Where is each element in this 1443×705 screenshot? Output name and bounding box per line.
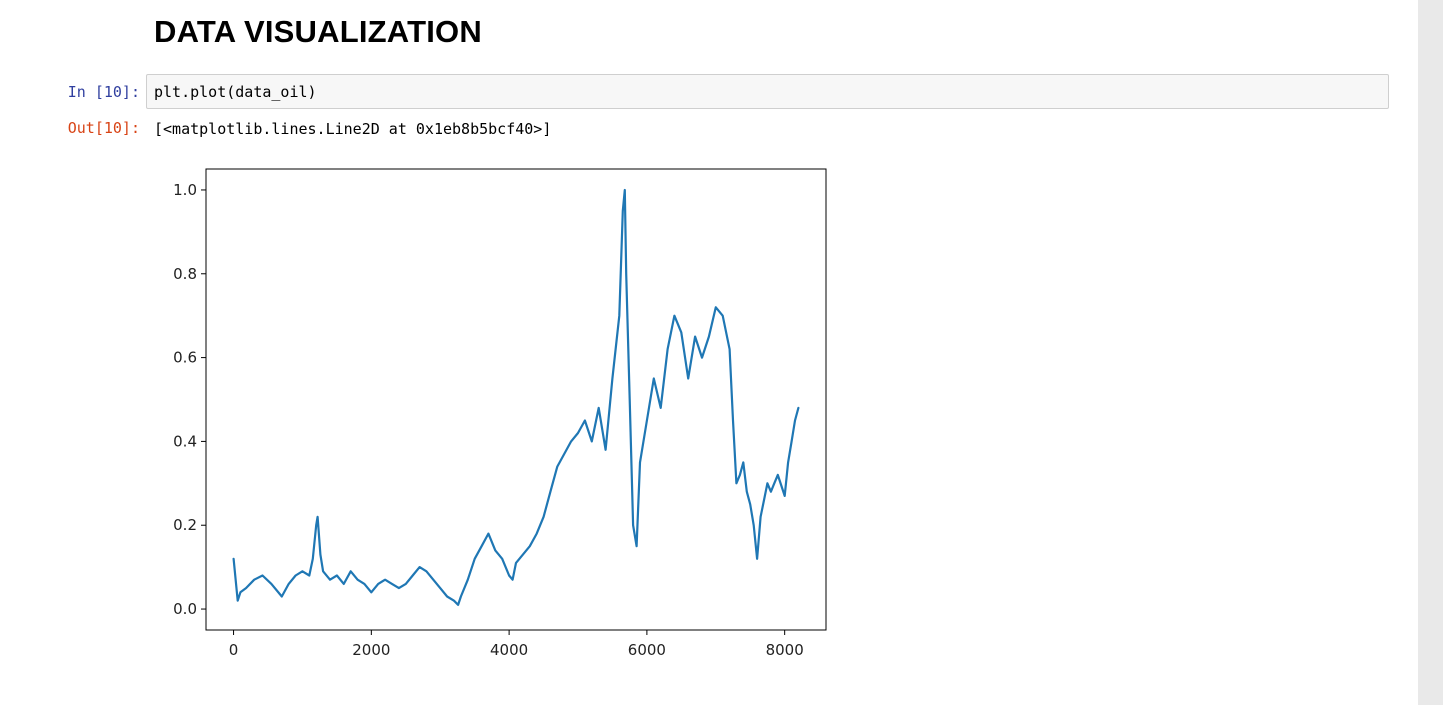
code-text: plt.plot(data_oil): [154, 83, 317, 101]
scrollbar[interactable]: [1418, 0, 1443, 705]
x-tick-label: 2000: [352, 641, 390, 659]
x-tick-label: 8000: [766, 641, 804, 659]
output-prompt: Out[10]:: [67, 119, 140, 137]
y-tick-label: 0.8: [173, 265, 197, 283]
y-tick-label: 0.0: [173, 600, 197, 618]
x-tick-label: 6000: [628, 641, 666, 659]
output-text: [<matplotlib.lines.Line2D at 0x1eb8b5bcf…: [154, 120, 552, 138]
section-heading: DATA VISUALIZATION: [154, 14, 482, 49]
y-tick-label: 0.6: [173, 349, 197, 367]
code-cell-input[interactable]: plt.plot(data_oil): [146, 74, 1389, 109]
input-prompt: In [10]:: [67, 83, 140, 101]
x-tick-label: 0: [229, 641, 239, 659]
y-tick-label: 0.2: [173, 516, 197, 534]
plot-frame: [205, 168, 827, 631]
y-tick-label: 1.0: [173, 181, 197, 199]
x-tick-label: 4000: [490, 641, 528, 659]
series-line: [232, 188, 800, 606]
line-chart: 0 2000 4000 6000 8000 0.0 0.2 0.4 0.6 0.8 1.0: [173, 168, 827, 659]
y-tick-label: 0.4: [173, 432, 197, 450]
